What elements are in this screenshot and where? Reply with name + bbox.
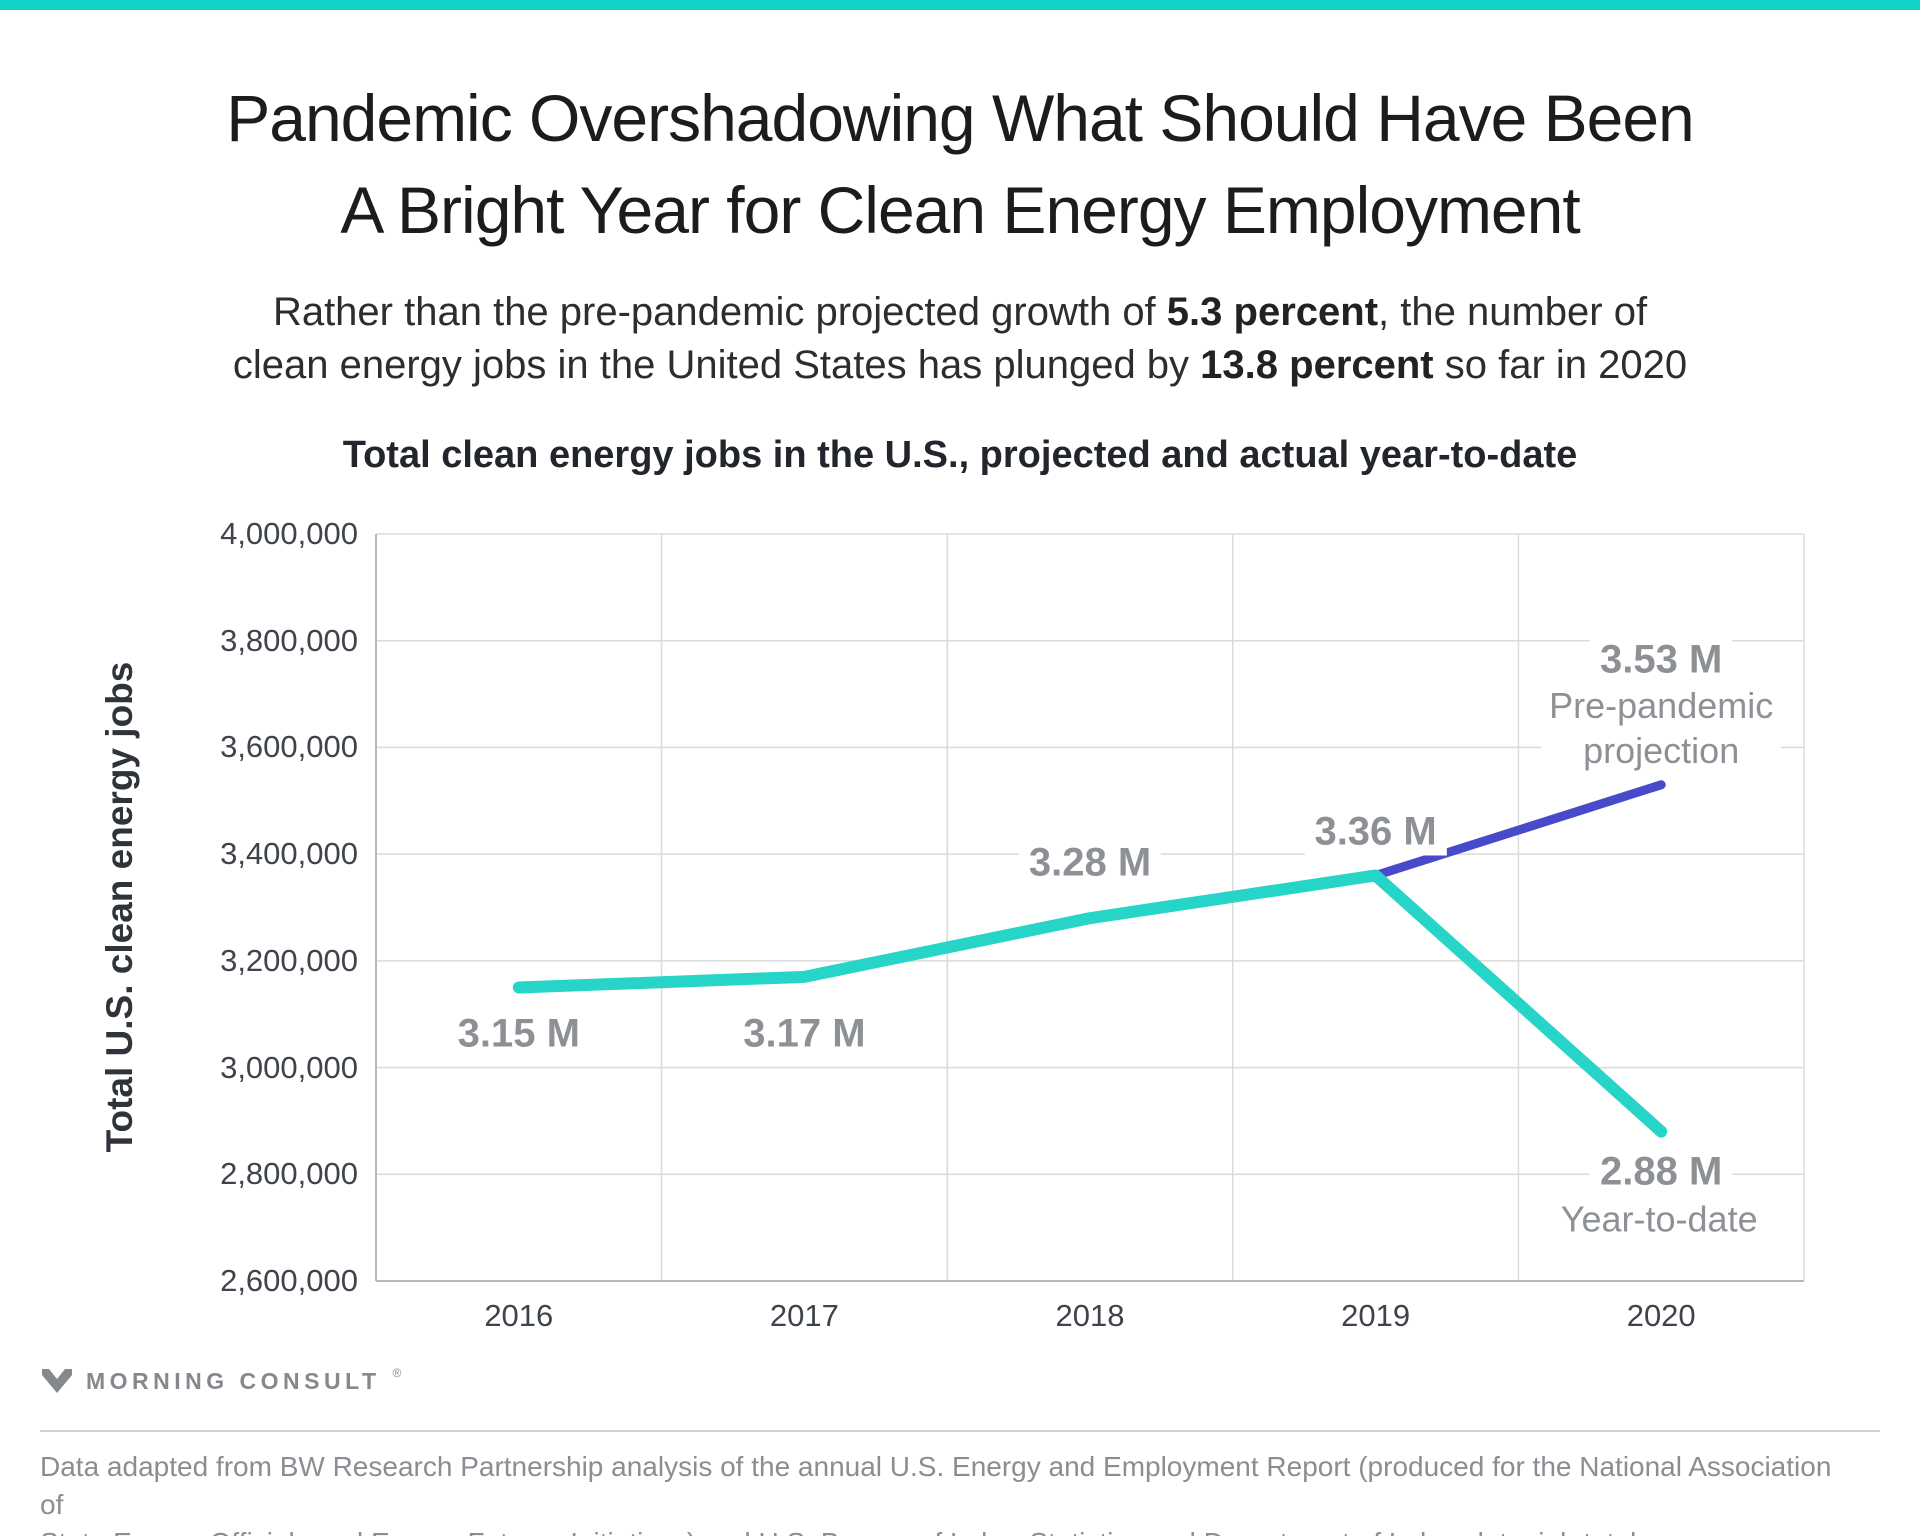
subtitle-text: so far in 2020 <box>1433 343 1688 387</box>
page-title: Pandemic Overshadowing What Should Have … <box>226 81 1695 247</box>
subtitle-text: , the number of clean energy jobs in the… <box>232 290 1648 387</box>
page-subtitle: Rather than the pre-pandemic projected g… <box>0 286 1920 392</box>
chart-title: Total clean energy jobs in the U.S., pro… <box>342 434 1578 476</box>
source-disclaimer: Data adapted from BW Research Partnershi… <box>40 1451 1832 1536</box>
footer-divider <box>40 1430 1880 1432</box>
subtitle-text: Rather than the pre-pandemic projected g… <box>272 290 1167 334</box>
series-line-projection <box>1371 780 1666 880</box>
subtitle-bold-growth: 5.3 percent <box>1166 290 1379 334</box>
morning-consult-logo: MORNING CONSULT ® <box>40 1366 401 1396</box>
morning-consult-m-icon <box>42 1369 72 1393</box>
logo-wordmark: MORNING CONSULT <box>86 1367 381 1394</box>
top-accent-bar <box>0 0 1920 10</box>
subtitle-bold-decline: 13.8 percent <box>1200 343 1434 387</box>
registered-trademark-icon: ® <box>392 1366 402 1380</box>
series-line-actual <box>512 869 1668 1138</box>
